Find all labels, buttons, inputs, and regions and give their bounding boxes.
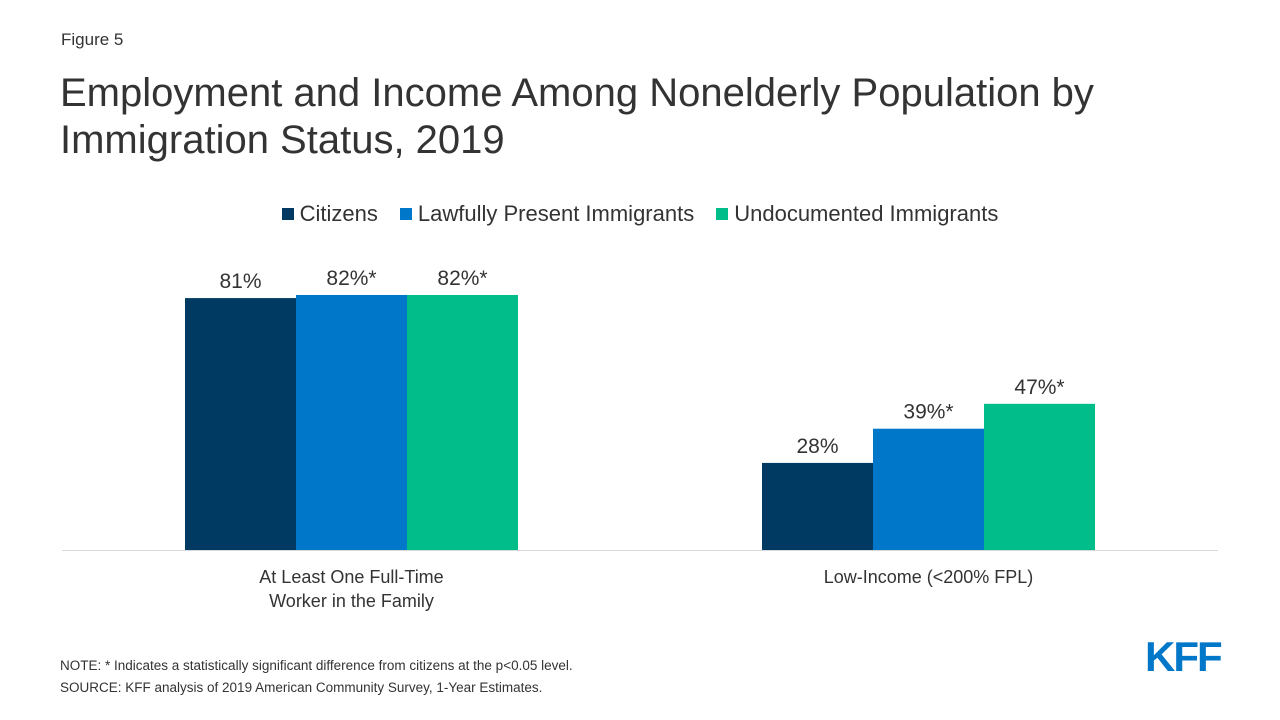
legend-swatch-citizens (281, 208, 294, 220)
data-label: 39%* (903, 401, 953, 424)
bar-1-1 (873, 428, 984, 550)
legend-item-lawfully-present: Lawfully Present Immigrants (399, 201, 695, 227)
data-label: 81% (219, 270, 261, 293)
figure-label: Figure 5 (61, 30, 124, 49)
bar-0-0 (185, 298, 296, 550)
data-label: 82%* (437, 267, 487, 290)
legend: Citizens Lawfully Present Immigrants Und… (0, 201, 1280, 227)
bar-1-0 (296, 294, 407, 550)
category-label-line: Worker in the Family (269, 591, 434, 611)
legend-item-undocumented: Undocumented Immigrants (716, 201, 998, 227)
category-label: Low-Income (<200% FPL) (824, 567, 1034, 587)
category-label-line: At Least One Full-Time (259, 567, 443, 587)
bar-2-1 (984, 403, 1095, 550)
note-text: NOTE: * Indicates a statistically signif… (60, 658, 573, 673)
kff-logo: KFF (1145, 633, 1223, 680)
legend-item-citizens: Citizens (281, 201, 378, 227)
bar-0-1 (762, 462, 873, 550)
legend-swatch-undocumented (716, 208, 729, 220)
data-label: 82%* (326, 267, 376, 290)
legend-swatch-lawfully-present (399, 208, 412, 220)
category-label-line: Low-Income (<200% FPL) (824, 567, 1034, 587)
labels-layer: 81% 82%* 82%* At Least One Full-Time Worker … (219, 267, 1064, 611)
source-text: SOURCE: KFF analysis of 2019 American Co… (60, 680, 543, 695)
category-label: At Least One Full-Time Worker in the Fami… (259, 567, 443, 611)
footnote: NOTE: * Indicates a statistically signif… (60, 655, 573, 699)
legend-label: Undocumented Immigrants (734, 201, 999, 226)
chart-title: Employment and Income Among Nonelderly P… (60, 71, 1094, 162)
data-label: 28% (796, 435, 838, 458)
legend-label: Citizens (299, 201, 378, 226)
data-label: 47%* (1014, 376, 1064, 399)
legend-label: Lawfully Present Immigrants (417, 201, 695, 226)
bar-2-0 (407, 294, 518, 550)
bars-layer (185, 294, 1095, 550)
